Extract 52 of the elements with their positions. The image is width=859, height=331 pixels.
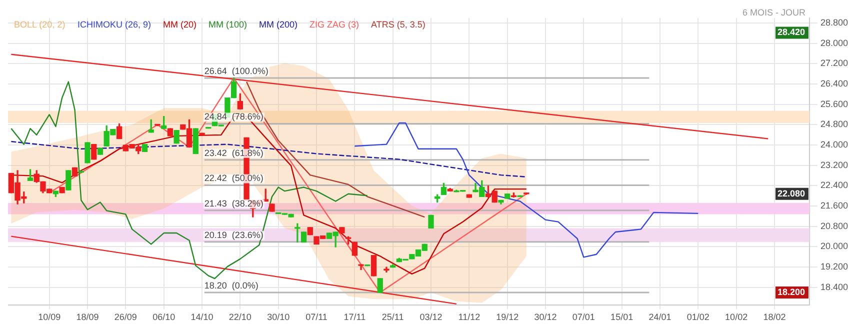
text: ZIG ZAG (3) (310, 19, 360, 30)
x-tick-label: 22/10 (228, 312, 252, 322)
legend-title: BOLL (20, 2) (14, 19, 66, 30)
ref-line-label: 23.42 (61.8%) (204, 148, 264, 158)
text: ATRS (5, 3.5) (371, 19, 426, 30)
x-tick-label: 30/12 (534, 312, 557, 322)
x-tick-label: 10/02 (725, 312, 748, 322)
x-tick-label: 24/01 (648, 312, 672, 322)
x-tick-label: 17/11 (344, 312, 366, 322)
y-tick-label: 18.400 (820, 282, 848, 292)
ref-line-label: 21.43 (38.2%) (204, 198, 264, 208)
x-tick-label: 15/01 (610, 312, 634, 322)
y-tick-label: 26.400 (820, 78, 848, 89)
y-tick-label: 20.000 (820, 241, 848, 252)
y-tick-label: 28.000 (820, 38, 848, 48)
x-tick-label: 11/12 (458, 312, 480, 322)
x-tick-label: 30/10 (267, 312, 290, 322)
y-tick-label: 24.800 (820, 119, 848, 130)
ref-line-label: 18.20 (0.0%) (204, 280, 258, 290)
y-tick-label: 23.200 (820, 160, 848, 170)
x-tick-label: 18/02 (763, 312, 786, 322)
y-tick-label: 22.400 (820, 180, 848, 190)
text: ICHIMOKU (26, 9) (78, 19, 152, 30)
x-tick-label: 07/01 (572, 312, 595, 322)
ref-line-label: 24.84 (78.6%) (204, 112, 264, 122)
text: MM (20) (163, 19, 197, 30)
text: MM (200) (259, 19, 298, 30)
y-tick-label: 27.200 (820, 58, 848, 68)
annotation: 22.080 (777, 188, 806, 198)
text: 6 MOIS - JOUR (742, 7, 806, 18)
text: MM (100) (208, 19, 248, 30)
ref-line-label: 22.42 (50.0%) (204, 173, 264, 184)
x-tick-label: 01/02 (686, 312, 710, 322)
y-tick-label: 25.600 (820, 98, 848, 109)
y-tick-label: 28.800 (820, 18, 848, 28)
x-tick-label: 10/09 (38, 312, 61, 322)
x-tick-label: 26/09 (114, 312, 137, 322)
y-tick-label: 20.800 (820, 220, 848, 231)
annotation: 18.200 (777, 286, 806, 297)
y-tick-label: 24.000 (820, 140, 848, 150)
x-tick-label: 19/12 (496, 312, 519, 322)
y-tick-label: 19.200 (820, 262, 848, 272)
x-tick-label: 25/11 (382, 312, 404, 322)
annotation: 28.420 (777, 27, 806, 38)
x-tick-label: 07/11 (306, 312, 328, 322)
ref-line-label: 20.19 (23.6%) (204, 230, 264, 240)
ref-line-label: 26.64 (100.0%) (204, 66, 268, 76)
x-tick-label: 14/10 (190, 312, 214, 322)
y-tick-label: 21.600 (820, 200, 848, 211)
x-tick-label: 18/09 (76, 312, 99, 322)
x-tick-label: 06/10 (152, 312, 176, 322)
x-tick-label: 03/12 (420, 312, 442, 322)
